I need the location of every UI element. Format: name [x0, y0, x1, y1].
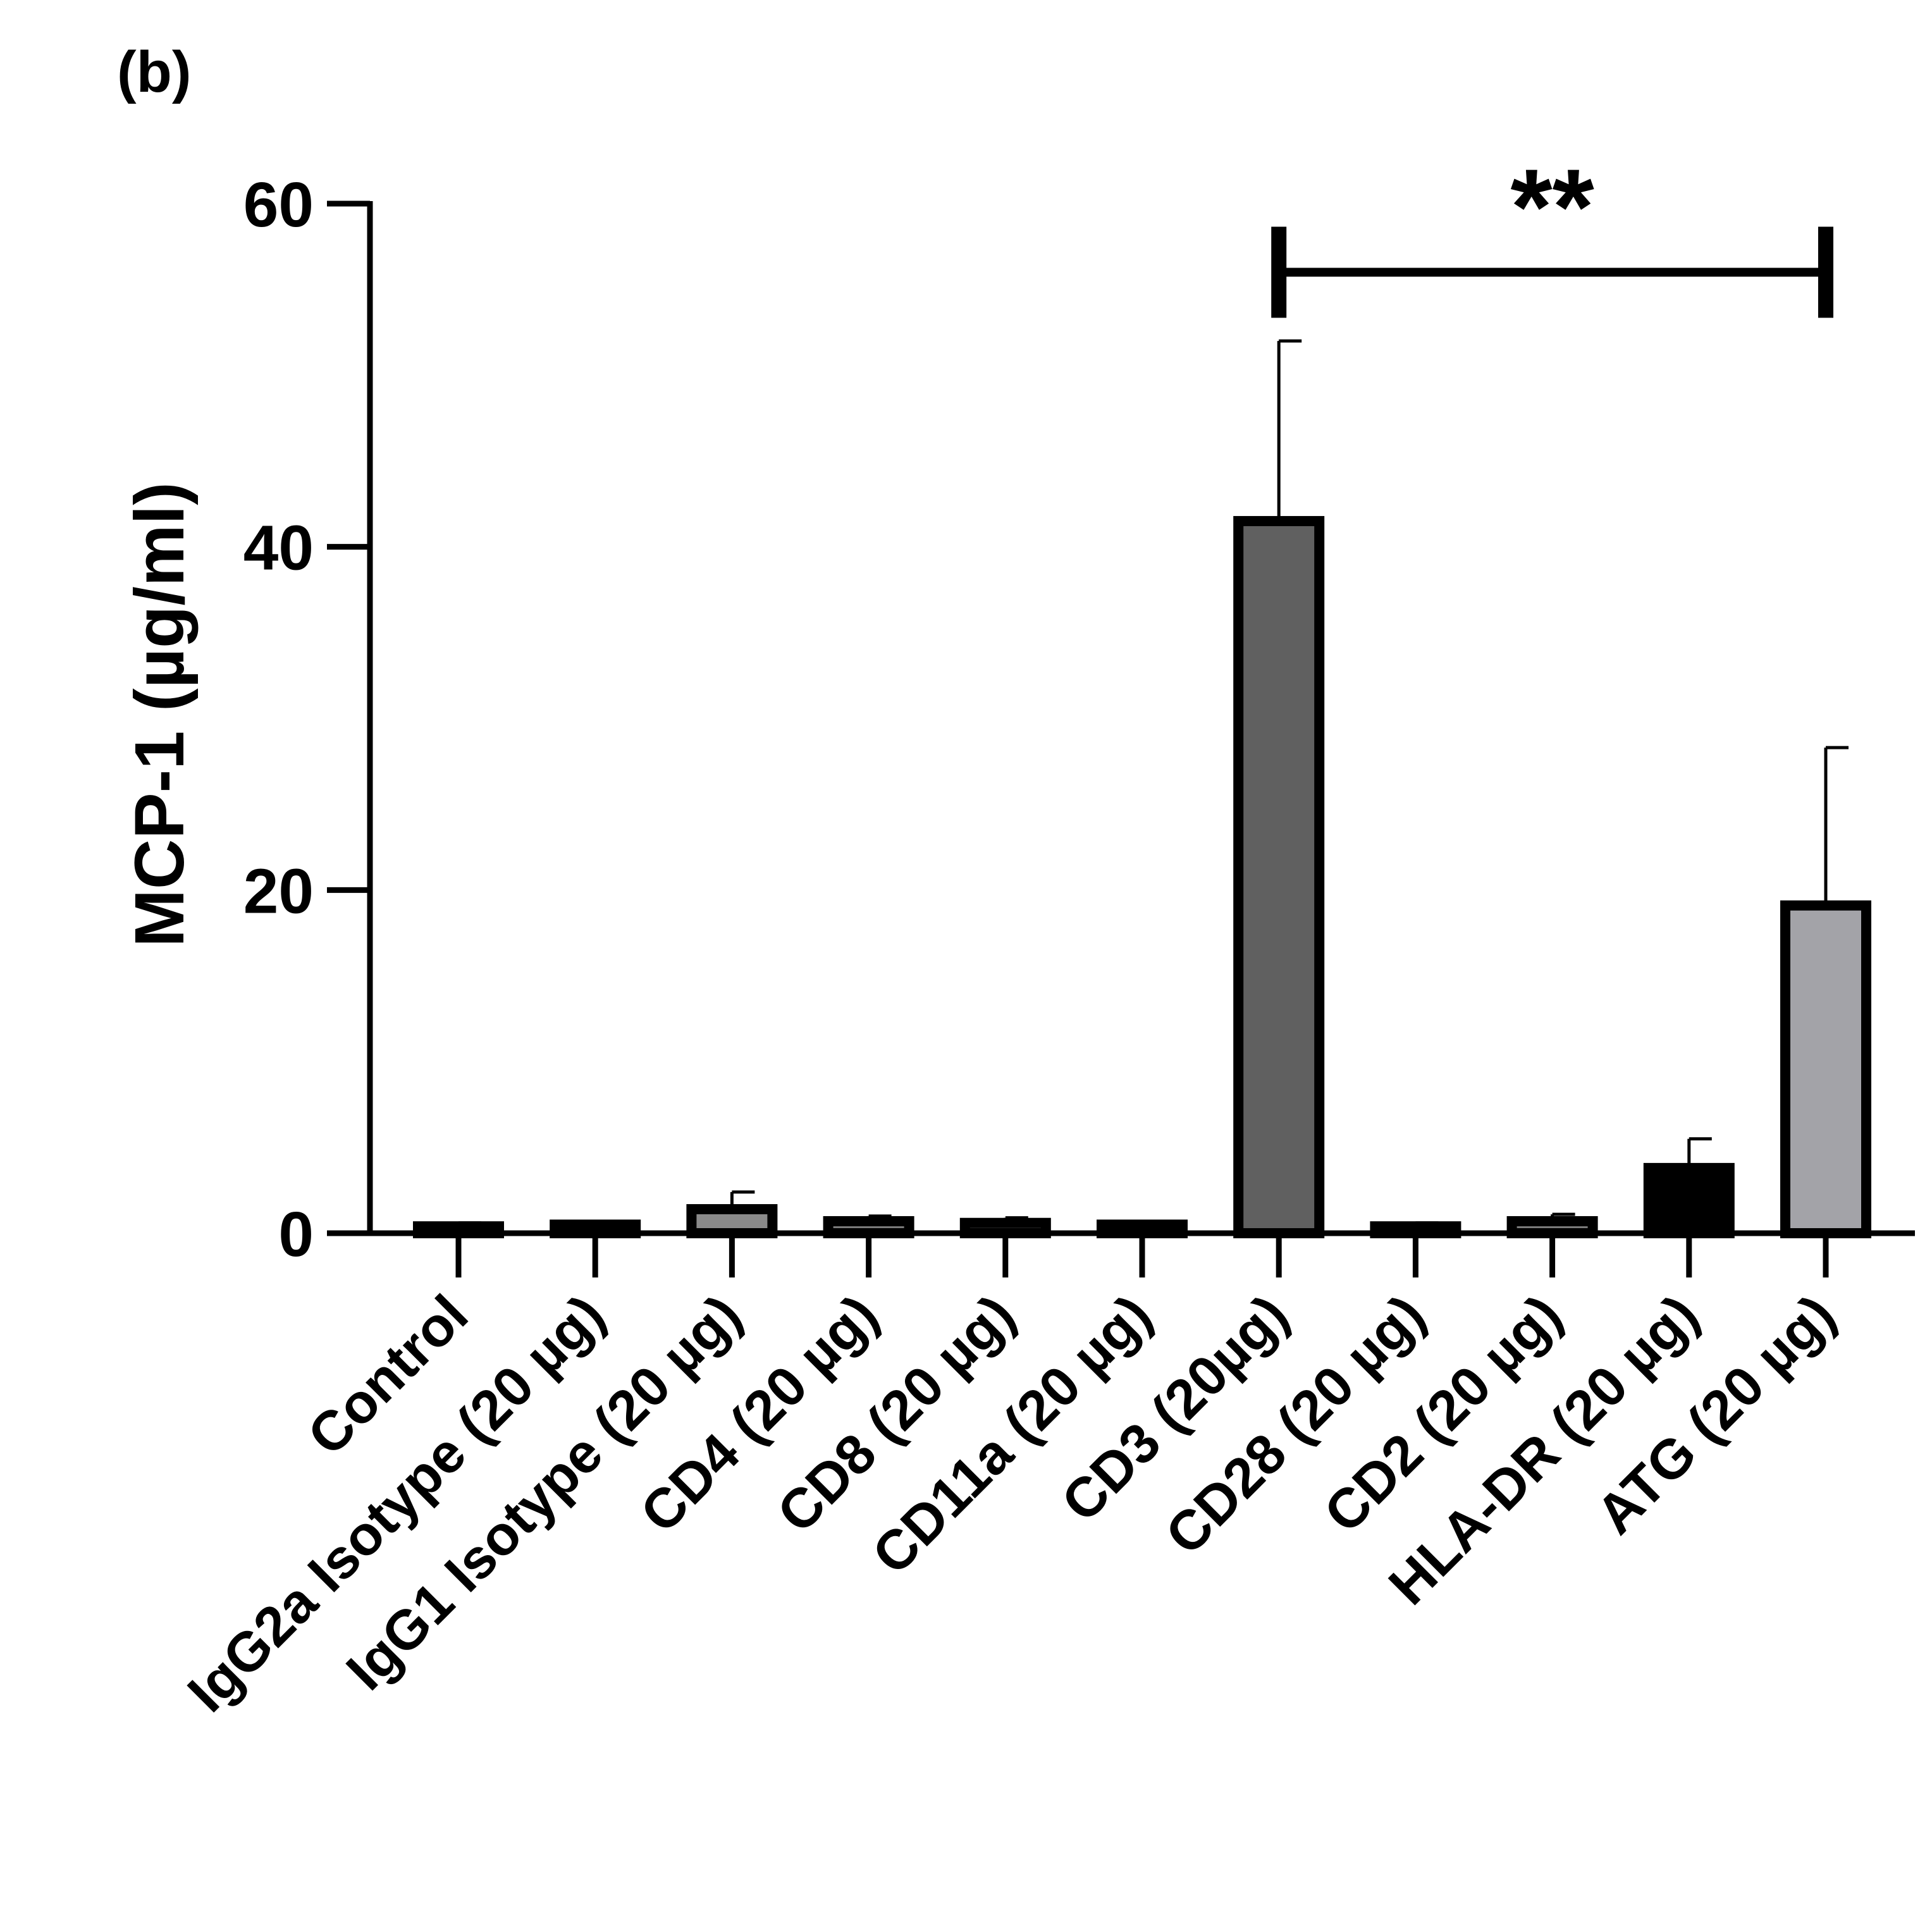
significance-stars: ** [1510, 147, 1594, 268]
y-axis-ticks: 0 20 40 60 [243, 169, 370, 1270]
x-tick-label-4: CD8 (20 µg) [765, 1283, 1027, 1544]
panel-label: (b) [117, 40, 191, 104]
bars [413, 515, 1871, 1239]
x-tick-label-10: ATG (20 µg) [1584, 1283, 1847, 1546]
x-tick-label-3: CD4 (20 µg) [628, 1283, 890, 1544]
y-tick-label-3: 60 [243, 169, 314, 240]
bar-10 [1780, 900, 1871, 1238]
bar-2 [686, 1204, 778, 1238]
y-tick-label-1: 20 [243, 856, 314, 926]
bar-6 [1233, 515, 1325, 1238]
y-tick-label-0: 0 [278, 1199, 314, 1270]
axes [367, 201, 1915, 1277]
y-axis-label: MCP-1 (µg/ml) [121, 482, 199, 947]
error-bars [457, 339, 1849, 1227]
y-tick-label-2: 40 [243, 513, 314, 584]
x-tick-label-8: CD2 (20 µg) [1312, 1283, 1573, 1544]
significance-annotation: ** [1271, 147, 1833, 318]
bar-9 [1643, 1162, 1735, 1238]
